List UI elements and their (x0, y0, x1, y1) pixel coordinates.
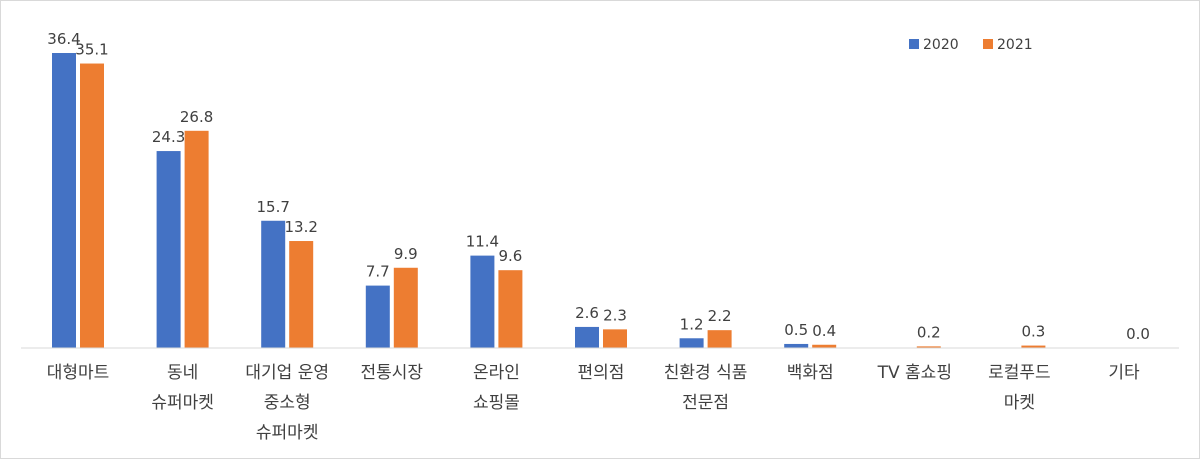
value-label-2020-3: 7.7 (366, 263, 390, 281)
value-label-2021-0: 35.1 (75, 41, 108, 59)
value-label-2020-4: 11.4 (466, 233, 499, 251)
value-label-2021-8: 0.2 (917, 323, 941, 341)
bar-2021-2 (289, 241, 314, 348)
bar-2021-8 (916, 346, 941, 348)
value-label-2020-1: 24.3 (152, 128, 185, 146)
value-labels-layer: 36.435.1 24.3 26.8 15.7 13.2 7.79.9 11.49.6 2.6… (47, 30, 1150, 343)
bar-2021-5 (603, 329, 627, 348)
category-label-2-2: 슈퍼마켓 (256, 423, 319, 443)
bar-2021-9 (1021, 345, 1046, 348)
category-label-6-0: 친환경 식품 (664, 363, 748, 383)
value-label-2020-2: 15.7 (256, 198, 289, 216)
bar-2020-6 (679, 338, 704, 348)
value-label-2020-7: 0.5 (784, 321, 808, 339)
legend: 2020 2021 (909, 37, 1033, 53)
bar-2021-0 (80, 63, 104, 349)
category-label-6-1: 전문점 (682, 393, 729, 413)
value-label-2021-6: 2.2 (708, 307, 732, 325)
value-label-2020-5: 2.6 (575, 304, 599, 322)
bar-2021-1 (184, 130, 209, 348)
category-label-8-0: TV 홈쇼핑 (877, 363, 952, 383)
value-label-2021-1: 26.8 (180, 108, 213, 126)
category-label-10-0: 기타 (1108, 363, 1140, 383)
bar-2021-3 (393, 267, 418, 348)
category-label-3-0: 전통시장 (361, 363, 424, 383)
bar-2020-2 (261, 220, 286, 348)
value-label-2021-5: 2.3 (603, 306, 627, 324)
category-label-9-1: 마켓 (1004, 393, 1035, 413)
category-label-2-0: 대기업 운영 (245, 363, 329, 383)
legend-label-2020: 2020 (923, 37, 959, 53)
value-label-2021-9: 0.3 (1021, 323, 1045, 341)
value-label-2021-3: 9.9 (394, 245, 418, 263)
bar-2021-7 (812, 344, 837, 348)
category-label-1-0: 동네 (167, 363, 198, 383)
category-label-9-0: 로컬푸드 (988, 363, 1051, 383)
category-label-1-1: 슈퍼마켓 (151, 393, 214, 413)
value-label-2021-2: 13.2 (284, 218, 317, 236)
bar-2020-0 (52, 53, 76, 348)
bar-2020-3 (365, 285, 390, 348)
value-label-2020-0: 36.4 (47, 30, 80, 48)
value-label-2020-6: 1.2 (680, 315, 704, 333)
legend-label-2021: 2021 (997, 37, 1033, 53)
bar-2020-1 (156, 151, 181, 348)
bar-2020-5 (575, 326, 599, 348)
value-label-2021-4: 9.6 (498, 247, 522, 265)
bars-layer (52, 53, 1046, 349)
category-label-2-1: 중소형 (264, 393, 311, 413)
value-label-2021-10: 0.0 (1126, 325, 1150, 343)
category-label-5-0: 편의점 (578, 363, 625, 383)
category-label-4-0: 온라인 (473, 363, 520, 383)
bar-2021-6 (707, 330, 732, 348)
category-label-7-0: 백화점 (787, 363, 834, 383)
category-label-4-1: 쇼핑몰 (473, 393, 520, 413)
bar-2020-7 (784, 343, 809, 348)
bar-2021-4 (498, 270, 523, 348)
bar-2020-4 (470, 255, 495, 348)
value-label-2021-7: 0.4 (812, 322, 836, 340)
category-label-0-0: 대형마트 (47, 363, 110, 383)
legend-swatch-2020 (909, 39, 919, 49)
legend-swatch-2021 (983, 39, 993, 49)
